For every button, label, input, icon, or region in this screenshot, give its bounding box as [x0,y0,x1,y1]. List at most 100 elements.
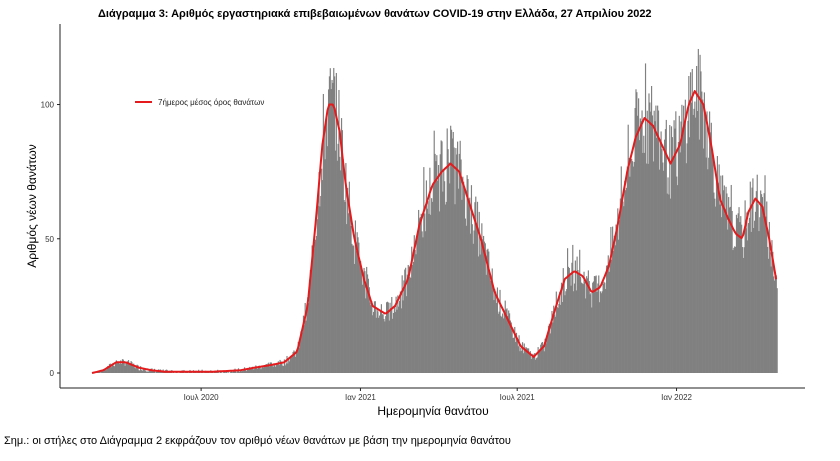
bar [551,311,553,373]
bar [242,371,244,373]
bar [700,71,702,373]
bar [293,350,295,373]
bar [365,298,367,373]
bar [720,175,722,373]
bar [617,208,619,373]
bar [495,291,497,373]
bar [315,236,318,373]
bar [360,270,363,373]
bar [632,166,634,373]
bar [157,371,159,373]
bar [108,363,111,373]
bar [735,246,737,373]
bar [118,362,120,373]
bar [772,251,774,373]
bar [675,111,677,373]
bar [458,153,460,373]
bar [635,89,637,373]
bar [327,146,329,373]
bar [765,216,767,373]
bar [642,152,644,373]
bar [554,316,557,373]
bar [476,226,478,373]
seven-day-average-line [91,90,778,374]
bar [281,363,283,373]
bar [325,118,327,374]
bar [685,163,687,373]
bar [411,264,414,373]
bar [353,263,356,373]
bar [335,72,337,373]
bar [581,283,583,373]
bar [435,161,437,373]
bar [116,362,118,373]
bar [297,341,299,373]
bar [582,284,584,373]
bar [607,255,609,373]
bar [266,364,268,373]
bar [755,191,757,373]
bar [108,367,110,373]
bar [575,290,577,373]
bar [564,295,566,373]
bar [612,226,614,373]
bar [457,141,459,373]
bar [552,322,554,373]
bar [526,348,528,373]
bar [578,273,580,373]
bar [724,213,726,373]
bar [128,364,130,373]
bar [618,239,620,373]
bar [586,276,588,373]
bar [590,292,592,373]
bar [571,262,573,373]
bar [748,217,751,373]
bar [405,267,407,373]
bar [547,325,550,373]
bar [733,247,735,373]
bar [485,274,487,373]
bar [544,338,546,373]
bar [272,366,274,373]
bar [319,206,321,373]
bar [664,129,667,373]
bar [556,306,558,373]
bar [439,154,441,373]
bar [140,366,142,373]
bar [592,282,594,373]
bar [332,82,334,373]
bar [134,367,136,373]
bar [473,230,475,373]
bar [486,249,488,373]
bar [661,149,663,373]
bar [587,270,589,373]
bar [574,260,576,373]
bar [316,219,318,373]
bar [426,208,428,373]
bar [433,130,435,373]
bar [646,110,648,373]
bar [326,117,328,373]
bar [348,181,350,373]
bar [290,356,292,373]
bar [350,225,352,373]
bar [463,181,465,373]
bar [649,102,651,374]
bar [673,120,675,373]
bar [760,190,762,373]
bar [671,137,673,373]
bar [256,368,259,373]
bar [525,347,527,373]
bar [689,137,691,373]
bar [412,261,415,373]
bar [391,297,393,373]
bar [534,353,536,373]
bar [667,177,669,373]
bar [309,269,311,373]
bar [258,365,260,373]
bar [386,301,389,373]
bar [312,253,314,373]
bar [658,169,660,373]
bar [376,308,378,373]
bar [115,360,117,373]
